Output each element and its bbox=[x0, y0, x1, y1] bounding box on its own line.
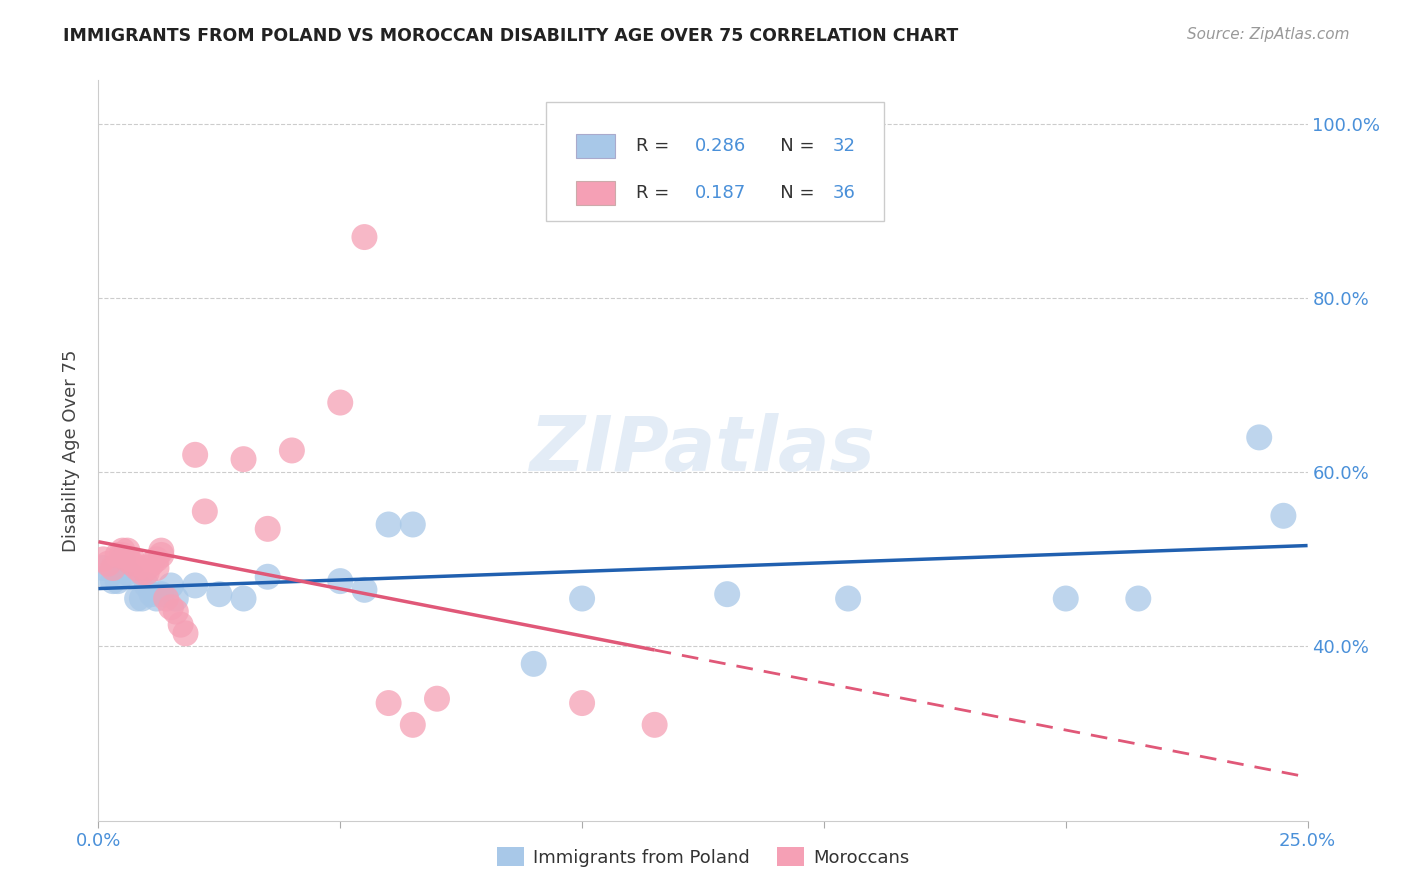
Point bbox=[281, 443, 304, 458]
Text: 0.286: 0.286 bbox=[695, 137, 745, 155]
Point bbox=[121, 570, 143, 584]
Point bbox=[101, 561, 124, 575]
Point bbox=[111, 548, 134, 562]
Point bbox=[174, 626, 197, 640]
Point bbox=[208, 587, 231, 601]
Point bbox=[111, 543, 134, 558]
Point bbox=[117, 552, 139, 566]
Point bbox=[111, 552, 134, 566]
Point bbox=[644, 718, 666, 732]
Point bbox=[135, 566, 157, 580]
Text: N =: N = bbox=[763, 137, 821, 155]
Legend: Immigrants from Poland, Moroccans: Immigrants from Poland, Moroccans bbox=[489, 840, 917, 874]
Point bbox=[160, 600, 183, 615]
Point bbox=[169, 617, 191, 632]
Point bbox=[150, 587, 173, 601]
Point bbox=[135, 561, 157, 575]
Text: R =: R = bbox=[637, 137, 675, 155]
Point bbox=[329, 395, 352, 409]
Point bbox=[150, 543, 173, 558]
Point bbox=[145, 552, 167, 566]
Point bbox=[329, 574, 352, 588]
Point bbox=[353, 230, 375, 244]
Text: 36: 36 bbox=[832, 184, 855, 202]
Point bbox=[91, 561, 114, 575]
Point bbox=[150, 548, 173, 562]
Point bbox=[402, 718, 425, 732]
Point bbox=[131, 591, 153, 606]
Point bbox=[101, 574, 124, 588]
Point bbox=[1272, 508, 1295, 523]
FancyBboxPatch shape bbox=[576, 135, 614, 158]
Point bbox=[353, 582, 375, 597]
Point bbox=[426, 691, 449, 706]
Y-axis label: Disability Age Over 75: Disability Age Over 75 bbox=[62, 349, 80, 552]
Point bbox=[97, 570, 120, 584]
Point bbox=[121, 557, 143, 571]
Point bbox=[155, 591, 177, 606]
Point bbox=[91, 552, 114, 566]
Point bbox=[141, 557, 163, 571]
Point bbox=[111, 561, 134, 575]
Text: Source: ZipAtlas.com: Source: ZipAtlas.com bbox=[1187, 27, 1350, 42]
Text: IMMIGRANTS FROM POLAND VS MOROCCAN DISABILITY AGE OVER 75 CORRELATION CHART: IMMIGRANTS FROM POLAND VS MOROCCAN DISAB… bbox=[63, 27, 959, 45]
Point bbox=[232, 452, 254, 467]
Point bbox=[184, 578, 207, 592]
Point bbox=[131, 566, 153, 580]
Text: ZIPatlas: ZIPatlas bbox=[530, 414, 876, 487]
FancyBboxPatch shape bbox=[576, 181, 614, 204]
Point bbox=[135, 578, 157, 592]
Point bbox=[1249, 430, 1271, 444]
Point bbox=[121, 552, 143, 566]
Point bbox=[837, 591, 859, 606]
Point bbox=[97, 557, 120, 571]
Point bbox=[145, 591, 167, 606]
Point bbox=[1054, 591, 1077, 606]
Point bbox=[716, 587, 738, 601]
Point bbox=[571, 591, 593, 606]
FancyBboxPatch shape bbox=[546, 103, 884, 221]
Point bbox=[1128, 591, 1150, 606]
Point bbox=[256, 522, 278, 536]
Point bbox=[117, 543, 139, 558]
Text: R =: R = bbox=[637, 184, 675, 202]
Point bbox=[107, 548, 129, 562]
Point bbox=[377, 517, 399, 532]
Point bbox=[377, 696, 399, 710]
Text: N =: N = bbox=[763, 184, 821, 202]
Point bbox=[145, 561, 167, 575]
Point bbox=[127, 561, 149, 575]
Point bbox=[165, 605, 187, 619]
Point bbox=[402, 517, 425, 532]
Point bbox=[523, 657, 546, 671]
Point bbox=[194, 504, 217, 518]
Point bbox=[571, 696, 593, 710]
Point bbox=[165, 591, 187, 606]
Text: 32: 32 bbox=[832, 137, 855, 155]
Point bbox=[107, 574, 129, 588]
Point bbox=[256, 570, 278, 584]
Point bbox=[127, 591, 149, 606]
Point bbox=[141, 587, 163, 601]
Point bbox=[160, 578, 183, 592]
Point bbox=[232, 591, 254, 606]
Point bbox=[117, 566, 139, 580]
Point bbox=[184, 448, 207, 462]
Text: 0.187: 0.187 bbox=[695, 184, 745, 202]
